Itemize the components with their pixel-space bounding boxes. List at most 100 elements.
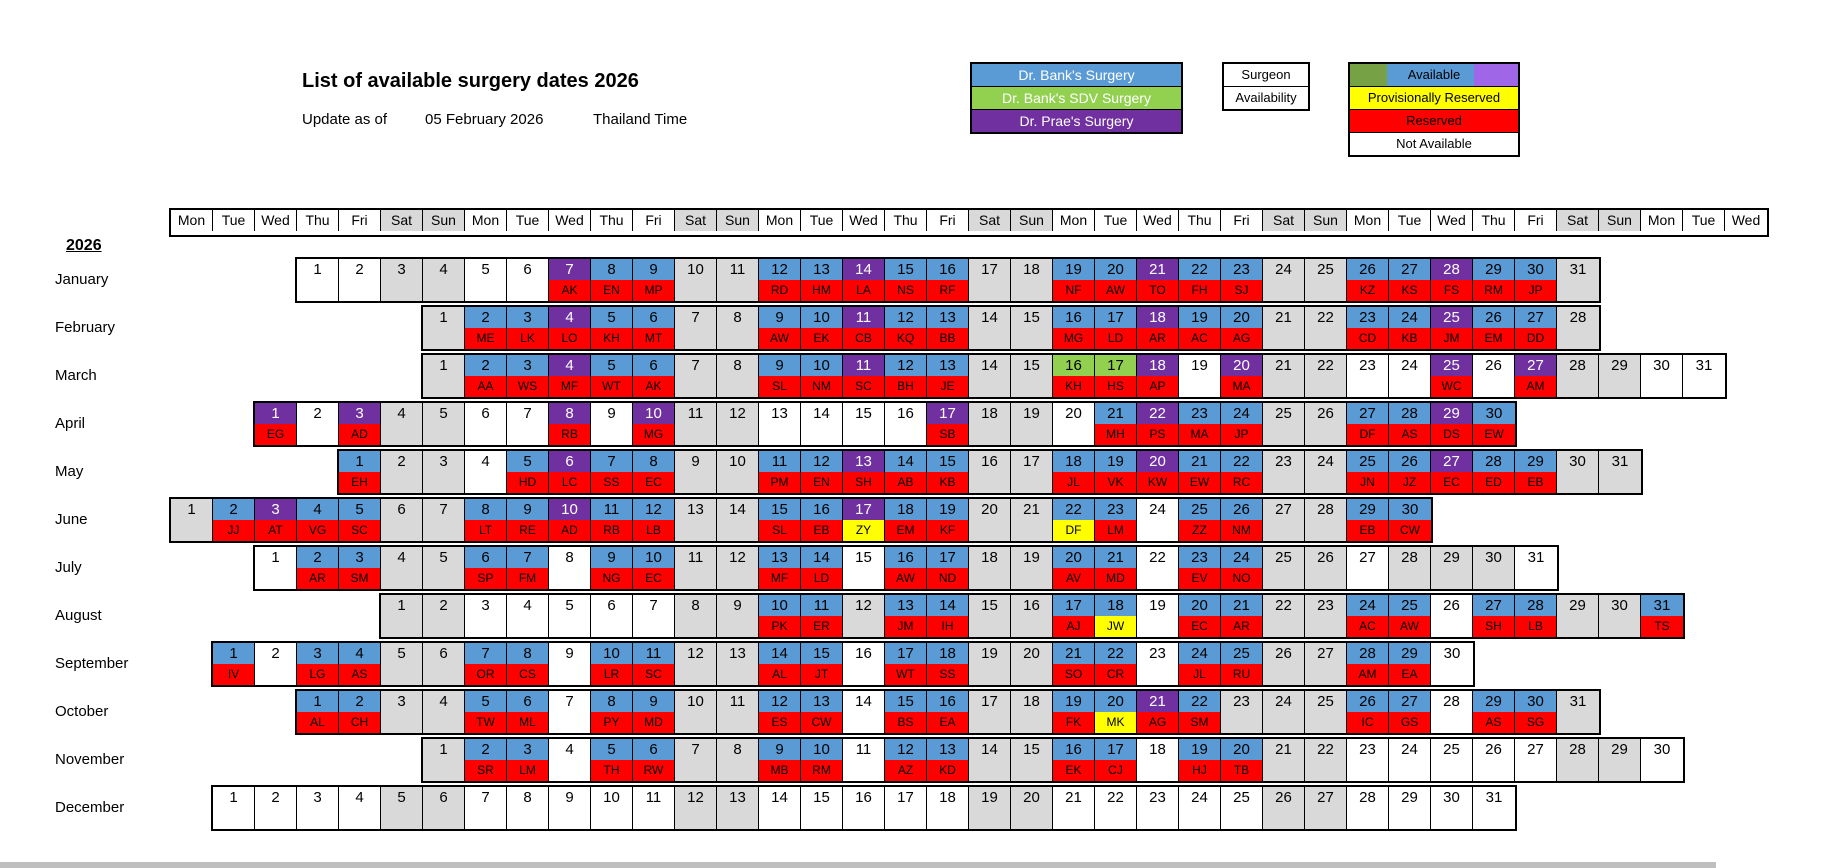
day-cell-august-2[interactable]: 2 xyxy=(423,595,465,637)
day-cell-october-27[interactable]: 27 GS xyxy=(1389,691,1431,733)
day-cell-february-13[interactable]: 13 BB xyxy=(927,307,969,349)
day-cell-september-14[interactable]: 14 AL xyxy=(759,643,801,685)
day-cell-may-26[interactable]: 26 JZ xyxy=(1389,451,1431,493)
day-cell-october-15[interactable]: 15 BS xyxy=(885,691,927,733)
day-cell-july-28[interactable]: 28 xyxy=(1389,547,1431,589)
day-cell-november-26[interactable]: 26 xyxy=(1473,739,1515,781)
day-cell-october-6[interactable]: 6 ML xyxy=(507,691,549,733)
day-cell-june-28[interactable]: 28 xyxy=(1305,499,1347,541)
day-cell-january-21[interactable]: 21 TO xyxy=(1137,259,1179,301)
day-cell-august-19[interactable]: 19 xyxy=(1137,595,1179,637)
day-cell-september-15[interactable]: 15 JT xyxy=(801,643,843,685)
day-cell-october-16[interactable]: 16 EA xyxy=(927,691,969,733)
day-cell-october-26[interactable]: 26 IC xyxy=(1347,691,1389,733)
day-cell-june-17[interactable]: 17 ZY xyxy=(843,499,885,541)
day-cell-december-28[interactable]: 28 xyxy=(1347,787,1389,829)
day-cell-december-16[interactable]: 16 xyxy=(843,787,885,829)
day-cell-november-2[interactable]: 2 SR xyxy=(465,739,507,781)
day-cell-january-13[interactable]: 13 HM xyxy=(801,259,843,301)
day-cell-april-6[interactable]: 6 xyxy=(465,403,507,445)
day-cell-september-23[interactable]: 23 xyxy=(1137,643,1179,685)
day-cell-april-11[interactable]: 11 xyxy=(675,403,717,445)
day-cell-february-4[interactable]: 4 LO xyxy=(549,307,591,349)
day-cell-august-26[interactable]: 26 xyxy=(1431,595,1473,637)
day-cell-august-13[interactable]: 13 JM xyxy=(885,595,927,637)
day-cell-june-10[interactable]: 10 AD xyxy=(549,499,591,541)
day-cell-june-15[interactable]: 15 SL xyxy=(759,499,801,541)
day-cell-july-15[interactable]: 15 xyxy=(843,547,885,589)
day-cell-july-11[interactable]: 11 xyxy=(675,547,717,589)
day-cell-august-21[interactable]: 21 AR xyxy=(1221,595,1263,637)
day-cell-july-6[interactable]: 6 SP xyxy=(465,547,507,589)
day-cell-october-24[interactable]: 24 xyxy=(1263,691,1305,733)
day-cell-october-8[interactable]: 8 PY xyxy=(591,691,633,733)
day-cell-january-31[interactable]: 31 xyxy=(1557,259,1599,301)
day-cell-september-17[interactable]: 17 WT xyxy=(885,643,927,685)
day-cell-january-28[interactable]: 28 FS xyxy=(1431,259,1473,301)
day-cell-november-12[interactable]: 12 AZ xyxy=(885,739,927,781)
day-cell-april-4[interactable]: 4 xyxy=(381,403,423,445)
day-cell-november-10[interactable]: 10 RM xyxy=(801,739,843,781)
day-cell-october-7[interactable]: 7 xyxy=(549,691,591,733)
day-cell-april-15[interactable]: 15 xyxy=(843,403,885,445)
day-cell-june-30[interactable]: 30 CW xyxy=(1389,499,1431,541)
day-cell-october-10[interactable]: 10 xyxy=(675,691,717,733)
day-cell-august-6[interactable]: 6 xyxy=(591,595,633,637)
day-cell-january-17[interactable]: 17 xyxy=(969,259,1011,301)
day-cell-november-28[interactable]: 28 xyxy=(1557,739,1599,781)
day-cell-march-9[interactable]: 9 SL xyxy=(759,355,801,397)
day-cell-april-24[interactable]: 24 JP xyxy=(1221,403,1263,445)
day-cell-september-13[interactable]: 13 xyxy=(717,643,759,685)
day-cell-july-31[interactable]: 31 xyxy=(1515,547,1557,589)
day-cell-may-13[interactable]: 13 SH xyxy=(843,451,885,493)
day-cell-april-10[interactable]: 10 MG xyxy=(633,403,675,445)
day-cell-november-14[interactable]: 14 xyxy=(969,739,1011,781)
day-cell-december-20[interactable]: 20 xyxy=(1011,787,1053,829)
day-cell-january-2[interactable]: 2 xyxy=(339,259,381,301)
day-cell-may-14[interactable]: 14 AB xyxy=(885,451,927,493)
day-cell-july-30[interactable]: 30 xyxy=(1473,547,1515,589)
day-cell-june-19[interactable]: 19 KF xyxy=(927,499,969,541)
day-cell-january-7[interactable]: 7 AK xyxy=(549,259,591,301)
day-cell-february-9[interactable]: 9 AW xyxy=(759,307,801,349)
day-cell-january-8[interactable]: 8 EN xyxy=(591,259,633,301)
day-cell-december-21[interactable]: 21 xyxy=(1053,787,1095,829)
day-cell-june-16[interactable]: 16 EB xyxy=(801,499,843,541)
day-cell-october-28[interactable]: 28 xyxy=(1431,691,1473,733)
day-cell-november-29[interactable]: 29 xyxy=(1599,739,1641,781)
day-cell-november-7[interactable]: 7 xyxy=(675,739,717,781)
day-cell-january-25[interactable]: 25 xyxy=(1305,259,1347,301)
day-cell-august-29[interactable]: 29 xyxy=(1557,595,1599,637)
day-cell-august-24[interactable]: 24 AC xyxy=(1347,595,1389,637)
day-cell-november-5[interactable]: 5 TH xyxy=(591,739,633,781)
day-cell-april-8[interactable]: 8 RB xyxy=(549,403,591,445)
day-cell-april-29[interactable]: 29 DS xyxy=(1431,403,1473,445)
day-cell-january-3[interactable]: 3 xyxy=(381,259,423,301)
day-cell-february-12[interactable]: 12 KQ xyxy=(885,307,927,349)
day-cell-may-30[interactable]: 30 xyxy=(1557,451,1599,493)
day-cell-august-3[interactable]: 3 xyxy=(465,595,507,637)
day-cell-may-7[interactable]: 7 SS xyxy=(591,451,633,493)
day-cell-september-8[interactable]: 8 CS xyxy=(507,643,549,685)
day-cell-june-8[interactable]: 8 LT xyxy=(465,499,507,541)
day-cell-september-21[interactable]: 21 SO xyxy=(1053,643,1095,685)
day-cell-august-9[interactable]: 9 xyxy=(717,595,759,637)
day-cell-may-15[interactable]: 15 KB xyxy=(927,451,969,493)
day-cell-may-25[interactable]: 25 JN xyxy=(1347,451,1389,493)
day-cell-march-20[interactable]: 20 MA xyxy=(1221,355,1263,397)
day-cell-october-9[interactable]: 9 MD xyxy=(633,691,675,733)
day-cell-february-18[interactable]: 18 AR xyxy=(1137,307,1179,349)
day-cell-october-12[interactable]: 12 ES xyxy=(759,691,801,733)
day-cell-september-24[interactable]: 24 JL xyxy=(1179,643,1221,685)
day-cell-november-11[interactable]: 11 xyxy=(843,739,885,781)
day-cell-july-4[interactable]: 4 xyxy=(381,547,423,589)
day-cell-february-3[interactable]: 3 LK xyxy=(507,307,549,349)
day-cell-may-22[interactable]: 22 RC xyxy=(1221,451,1263,493)
day-cell-august-10[interactable]: 10 PK xyxy=(759,595,801,637)
day-cell-september-30[interactable]: 30 xyxy=(1431,643,1473,685)
day-cell-august-18[interactable]: 18 JW xyxy=(1095,595,1137,637)
day-cell-october-4[interactable]: 4 xyxy=(423,691,465,733)
day-cell-august-27[interactable]: 27 SH xyxy=(1473,595,1515,637)
day-cell-may-1[interactable]: 1 EH xyxy=(339,451,381,493)
day-cell-february-26[interactable]: 26 EM xyxy=(1473,307,1515,349)
